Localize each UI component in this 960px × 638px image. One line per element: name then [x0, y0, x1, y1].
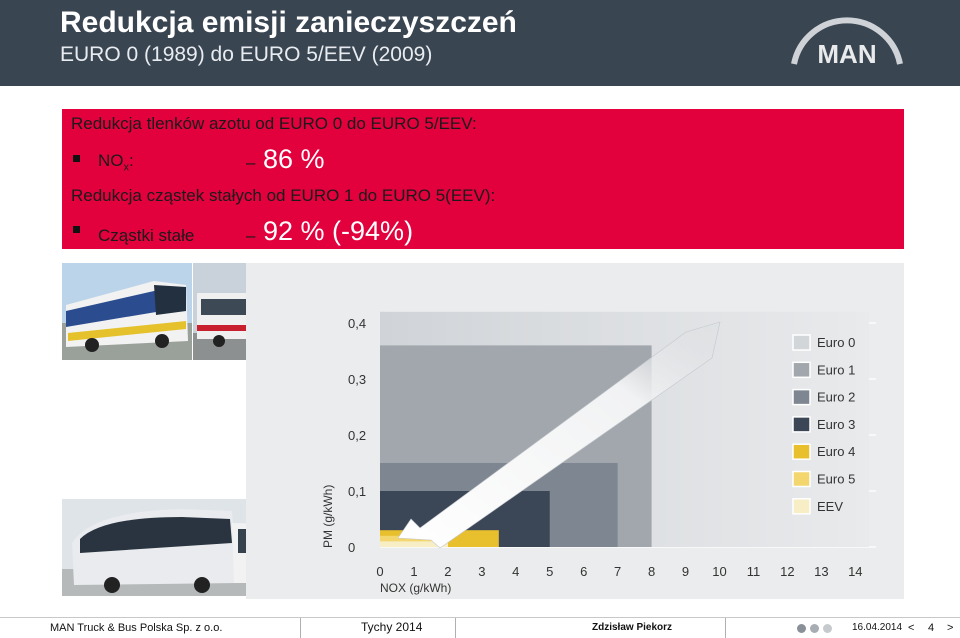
- nox-value: 86 %: [263, 144, 325, 174]
- y-tick-label: 0,4: [348, 316, 366, 331]
- nox-reduction-heading: Redukcja tlenków azotu od EURO 0 do EURO…: [71, 114, 477, 133]
- x-tick-label: 12: [780, 564, 794, 579]
- slide-subtitle: EURO 0 (1989) do EURO 5/EEV (2009): [60, 43, 433, 66]
- footer-author: Zdzisław Piekorz: [592, 622, 673, 633]
- footer-company: MAN Truck & Bus Polska Sp. z o.o.: [50, 622, 223, 634]
- x-tick-label: 9: [682, 564, 689, 579]
- pm-label: Cząstki stałe: [98, 226, 195, 245]
- x-axis-label: NOX (g/kWh): [380, 581, 451, 595]
- coach-bus-photo: [62, 263, 192, 360]
- y-axis-label: PM (g/kWh): [321, 485, 335, 548]
- legend-swatch: [792, 416, 811, 433]
- page-number: 4: [928, 622, 935, 634]
- x-tick-label: 6: [580, 564, 587, 579]
- x-tick-label: 3: [478, 564, 485, 579]
- reduction-arrow: [397, 321, 721, 549]
- legend-swatch: [792, 470, 811, 488]
- legend-label: Euro 0: [817, 335, 855, 350]
- pm-dash: –: [246, 226, 256, 245]
- legend-label: Euro 4: [817, 444, 855, 459]
- legend-label: Euro 5: [817, 472, 855, 487]
- x-tick-label: 4: [512, 564, 519, 579]
- y-tick-label: 0: [348, 540, 355, 555]
- footer-divider: [300, 618, 301, 638]
- legend-swatch: [792, 361, 811, 379]
- dot-icon: [810, 624, 819, 633]
- legend-label: Euro 1: [817, 362, 855, 377]
- bar-eev: [380, 541, 448, 547]
- pm-reduction-heading: Redukcja cząstek stałych od EURO 1 do EU…: [71, 186, 496, 205]
- legend-label: Euro 3: [817, 417, 855, 432]
- info-box: Redukcja tlenków azotu od EURO 0 do EURO…: [62, 109, 904, 249]
- x-tick-label: 13: [814, 564, 828, 579]
- slide-title: Redukcja emisji zanieczyszczeń: [60, 6, 517, 39]
- nox-dash: –: [246, 153, 256, 172]
- x-tick-label: 10: [712, 564, 726, 579]
- footer-divider: [725, 618, 726, 638]
- legend-swatch: [792, 443, 811, 460]
- footer-divider: [455, 618, 456, 638]
- header-bar: Redukcja emisji zanieczyszczeń EURO 0 (1…: [0, 0, 960, 86]
- x-tick-label: 14: [848, 564, 862, 579]
- legend-swatch: [792, 388, 811, 406]
- footer-bar: MAN Truck & Bus Polska Sp. z o.o. Tychy …: [0, 617, 960, 638]
- y-tick-label: 0,3: [348, 372, 366, 387]
- legend-swatch: [792, 334, 811, 351]
- footer-date: 16.04.2014: [852, 622, 903, 633]
- nox-label: NOx:: [98, 151, 134, 174]
- legend-label: EEV: [817, 499, 843, 514]
- x-tick-label: 7: [614, 564, 621, 579]
- dot-icon: [823, 624, 832, 633]
- man-logo: MAN: [791, 17, 903, 69]
- bullet-icon: [73, 155, 80, 162]
- legend-label: Euro 2: [817, 390, 855, 405]
- x-tick-label: 5: [546, 564, 553, 579]
- next-page-button[interactable]: >: [947, 622, 954, 634]
- y-tick-label: 0,2: [348, 428, 366, 443]
- x-tick-label: 0: [376, 564, 383, 579]
- x-tick-label: 8: [648, 564, 655, 579]
- x-tick-label: 1: [410, 564, 417, 579]
- y-tick-label: 0,1: [348, 484, 366, 499]
- dot-icon: [797, 624, 806, 633]
- footer-location: Tychy 2014: [361, 620, 423, 634]
- pm-value: 92 % (-94%): [263, 216, 414, 246]
- x-tick-label: 11: [747, 564, 761, 579]
- prev-page-button[interactable]: <: [908, 622, 915, 634]
- legend-swatch: [792, 498, 811, 515]
- x-tick-label: 2: [444, 564, 451, 579]
- bullet-icon: [73, 226, 80, 233]
- logo-text: MAN: [817, 39, 876, 69]
